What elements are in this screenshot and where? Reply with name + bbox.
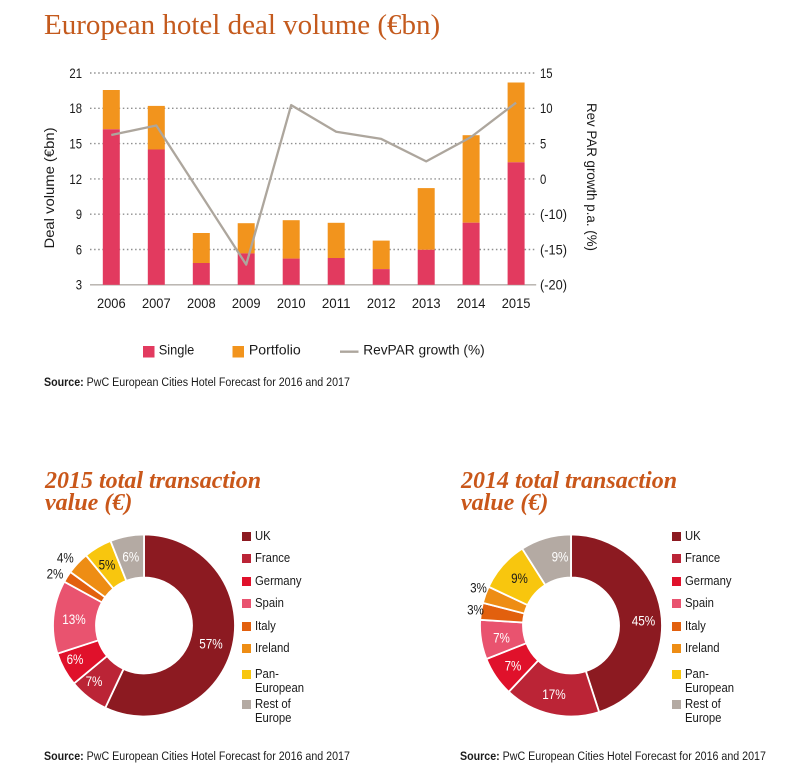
svg-text:2006: 2006 (97, 295, 126, 311)
svg-text:7%: 7% (505, 657, 522, 673)
svg-text:(-20): (-20) (540, 277, 567, 293)
svg-text:10: 10 (540, 100, 553, 116)
svg-text:3%: 3% (467, 601, 484, 617)
svg-text:9: 9 (76, 206, 82, 222)
svg-text:6%: 6% (67, 651, 84, 667)
svg-text:6: 6 (76, 241, 82, 257)
svg-text:12: 12 (69, 171, 82, 187)
svg-text:5: 5 (540, 136, 546, 152)
svg-text:2010: 2010 (277, 295, 306, 311)
svg-text:2011: 2011 (322, 295, 351, 311)
svg-text:15: 15 (69, 136, 82, 152)
svg-text:17%: 17% (542, 686, 566, 702)
svg-text:RevPAR growth (%): RevPAR growth (%) (363, 341, 485, 357)
svg-text:3: 3 (76, 277, 82, 293)
svg-text:(-15): (-15) (540, 241, 567, 257)
svg-text:9%: 9% (552, 548, 569, 564)
svg-text:2014: 2014 (457, 295, 486, 311)
svg-text:2013: 2013 (412, 295, 441, 311)
svg-text:45%: 45% (632, 613, 656, 629)
svg-text:Single: Single (159, 341, 195, 357)
svg-text:2015: 2015 (502, 295, 531, 311)
svg-text:2007: 2007 (142, 295, 171, 311)
svg-text:3%: 3% (470, 579, 487, 595)
svg-text:5%: 5% (99, 556, 116, 572)
svg-text:13%: 13% (62, 611, 86, 627)
svg-text:(-10): (-10) (540, 206, 567, 222)
svg-text:7%: 7% (86, 673, 103, 689)
svg-text:Rev PAR growth p.a. (%): Rev PAR growth p.a. (%) (584, 103, 600, 251)
svg-text:9%: 9% (511, 570, 528, 586)
svg-text:0: 0 (540, 171, 546, 187)
svg-text:2012: 2012 (367, 295, 396, 311)
svg-text:2%: 2% (47, 566, 64, 582)
svg-text:57%: 57% (199, 635, 223, 651)
svg-text:15: 15 (540, 65, 553, 81)
svg-text:4%: 4% (57, 550, 74, 566)
svg-text:Portfolio: Portfolio (249, 341, 301, 357)
svg-text:18: 18 (69, 100, 82, 116)
svg-text:21: 21 (69, 65, 82, 81)
svg-text:7%: 7% (493, 629, 510, 645)
svg-text:Deal volume (€bn): Deal volume (€bn) (41, 128, 57, 249)
svg-text:2008: 2008 (187, 295, 216, 311)
svg-text:6%: 6% (122, 548, 139, 564)
svg-text:2009: 2009 (232, 295, 261, 311)
